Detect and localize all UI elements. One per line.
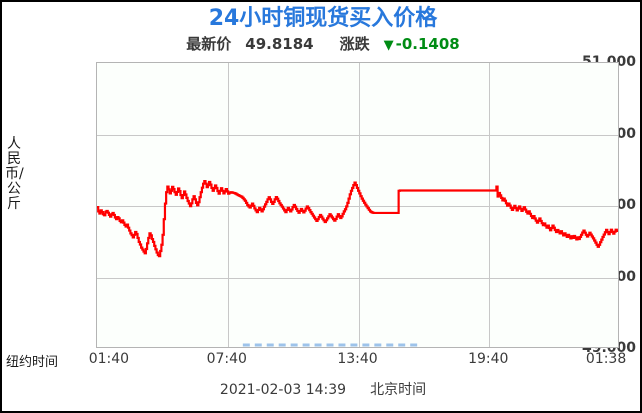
x-axis-tick-label: 01:38 — [585, 351, 627, 367]
footer-timezone: 北京时间 — [370, 382, 427, 398]
x-axis-title: 纽约时间 — [6, 355, 59, 370]
x-axis-tick-label: 01:40 — [88, 351, 130, 367]
chart-footer: 2021-02-03 14:39 北京时间 — [2, 379, 640, 399]
volume-dashed-marker — [242, 343, 421, 347]
chart-title: 24小时铜现货买入价格 — [208, 6, 438, 31]
change-value: -0.1408 — [395, 35, 460, 53]
latest-price-value: 49.8184 — [245, 35, 314, 53]
plot-area — [96, 62, 619, 348]
change-down-arrow-icon: ▼ — [383, 38, 394, 53]
x-axis-tick-label: 13:40 — [337, 351, 378, 367]
grid-line-vertical — [489, 63, 491, 347]
latest-price-label: 最新价 — [186, 35, 232, 53]
change-label: 涨跌 — [339, 35, 370, 53]
grid-line-horizontal — [97, 206, 618, 207]
grid-line-vertical — [358, 63, 360, 347]
price-line-path — [97, 180, 618, 258]
x-axis-tick-label: 07:40 — [206, 351, 247, 367]
grid-line-horizontal — [97, 277, 618, 279]
grid-line-vertical — [227, 63, 229, 347]
price-series-line — [97, 180, 618, 258]
chart-quote-summary: 最新价 49.8184 涨跌 ▼ -0.1408 — [2, 35, 640, 55]
footer-datetime: 2021-02-03 14:39 — [219, 382, 347, 398]
x-axis-tick-label: 19:40 — [468, 351, 509, 367]
y-axis-title: 人民币/公斤 — [5, 136, 24, 212]
grid-line-horizontal — [97, 134, 618, 136]
